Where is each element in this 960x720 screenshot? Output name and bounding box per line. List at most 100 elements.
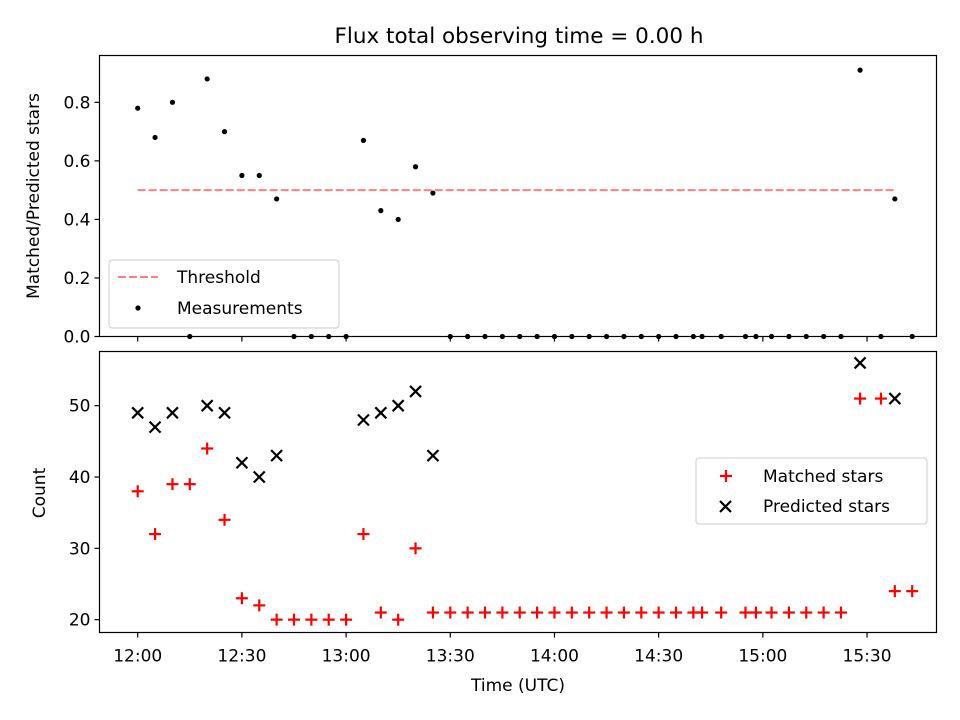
measurement-point (909, 333, 915, 340)
matched-star-point (461, 606, 474, 619)
matched-star-point (854, 392, 867, 405)
predicted-star-point (374, 406, 388, 420)
ratio-x-ticks (137, 336, 868, 342)
matched-star-point (513, 606, 526, 619)
measurement-point (786, 333, 792, 340)
x-tick-label: 13:00 (322, 647, 371, 667)
x-tick-label: 12:30 (217, 647, 266, 667)
measurement-point (690, 333, 696, 340)
legend-matched-swatch (720, 470, 732, 482)
matched-star-point (531, 606, 544, 619)
matched-star-point (817, 606, 830, 619)
matched-star-point (888, 585, 901, 598)
legend-predicted-swatch (719, 500, 732, 513)
legend-threshold-label: Threshold (176, 268, 261, 288)
matched-star-point (800, 606, 813, 619)
matched-star-point (392, 613, 405, 626)
measurement-point (621, 333, 627, 340)
predicted-star-point (131, 406, 144, 420)
ratio-y-ticks: 0.0 0.2 0.4 0.6 0.8 (63, 93, 100, 348)
measurement-point (256, 172, 262, 179)
matched-star-point (131, 485, 144, 498)
predicted-star-point (148, 420, 162, 434)
predicted-star-point (391, 399, 405, 412)
matched-star-point (287, 613, 300, 626)
measurement-point (742, 333, 749, 340)
measurement-point (395, 216, 401, 223)
matched-star-point (739, 606, 752, 619)
matched-star-point (201, 442, 214, 455)
measurement-point (152, 134, 158, 141)
measurement-point (673, 333, 679, 340)
count-y-tick-label: 30 (69, 539, 91, 559)
count-y-tick-label: 20 (69, 611, 91, 631)
measurement-point (221, 129, 228, 135)
legend-matched-label: Matched stars (763, 467, 883, 487)
ratio-points-layer (135, 67, 915, 340)
matched-star-point (235, 592, 248, 605)
measurement-point (204, 76, 210, 82)
ratio-y-tick-label: 0.8 (63, 93, 90, 113)
measurement-point (586, 333, 592, 340)
matched-star-point (374, 606, 387, 619)
measurement-point (274, 196, 280, 202)
matched-star-point (548, 606, 561, 619)
measurement-point (838, 333, 844, 340)
matched-star-point (782, 606, 795, 619)
measurement-point (857, 67, 863, 73)
ratio-panel: 0.00.20.40.60.8 Matched/Predicted stars … (24, 54, 938, 348)
matched-star-point (149, 528, 162, 541)
matched-star-point (340, 613, 353, 626)
predicted-star-point (426, 449, 440, 462)
matched-star-point (444, 606, 457, 619)
matched-star-point (715, 606, 728, 619)
measurement-point (699, 333, 705, 340)
measurement-point (326, 333, 332, 340)
matched-star-point (696, 606, 709, 619)
predicted-star-point (166, 406, 179, 420)
matched-star-point (652, 606, 665, 619)
measurement-point (517, 333, 523, 340)
predicted-star-point (853, 356, 867, 370)
x-tick-label: 14:00 (530, 647, 579, 667)
ratio-y-tick-label: 0.6 (63, 152, 90, 172)
measurement-point (291, 333, 297, 340)
matched-star-point (874, 392, 887, 405)
x-axis-label: Time (UTC) (470, 676, 565, 696)
ratio-y-tick-label: 0.4 (63, 210, 90, 230)
matched-star-point (479, 606, 492, 619)
matched-star-point (583, 606, 596, 619)
matched-star-point (322, 613, 335, 626)
count-x-ticks: 12:00 12:30 13:00 13:30 14:00 14:30 15:00 15:30 (113, 632, 892, 667)
matched-star-point (409, 542, 422, 555)
measurement-point (499, 333, 505, 340)
measurement-point (768, 333, 775, 340)
matched-star-point (166, 478, 179, 491)
matched-star-point (765, 606, 778, 619)
matched-star-point (906, 585, 919, 598)
matched-star-point (834, 606, 847, 619)
predicted-star-point (357, 413, 370, 427)
matched-star-point (253, 599, 266, 612)
legend-predicted-label: Predicted stars (763, 497, 890, 517)
measurement-point (821, 333, 827, 340)
matched-star-point (749, 606, 762, 619)
matched-star-point (635, 606, 648, 619)
ratio-legend-box (108, 259, 340, 329)
measurement-point (187, 333, 193, 340)
x-tick-label: 14:30 (634, 647, 683, 667)
matched-star-point (270, 613, 283, 626)
measurement-point (482, 333, 488, 340)
measurement-point (360, 137, 367, 143)
legend-measurements-label: Measurements (177, 299, 303, 319)
measurement-point (378, 208, 384, 214)
matched-star-point (670, 606, 683, 619)
count-y-tick-label: 40 (69, 468, 91, 488)
measurement-point (534, 333, 540, 340)
measurement-point (638, 333, 644, 340)
measurement-point (603, 333, 610, 340)
measurement-point (753, 333, 759, 340)
measurement-point (412, 164, 419, 170)
